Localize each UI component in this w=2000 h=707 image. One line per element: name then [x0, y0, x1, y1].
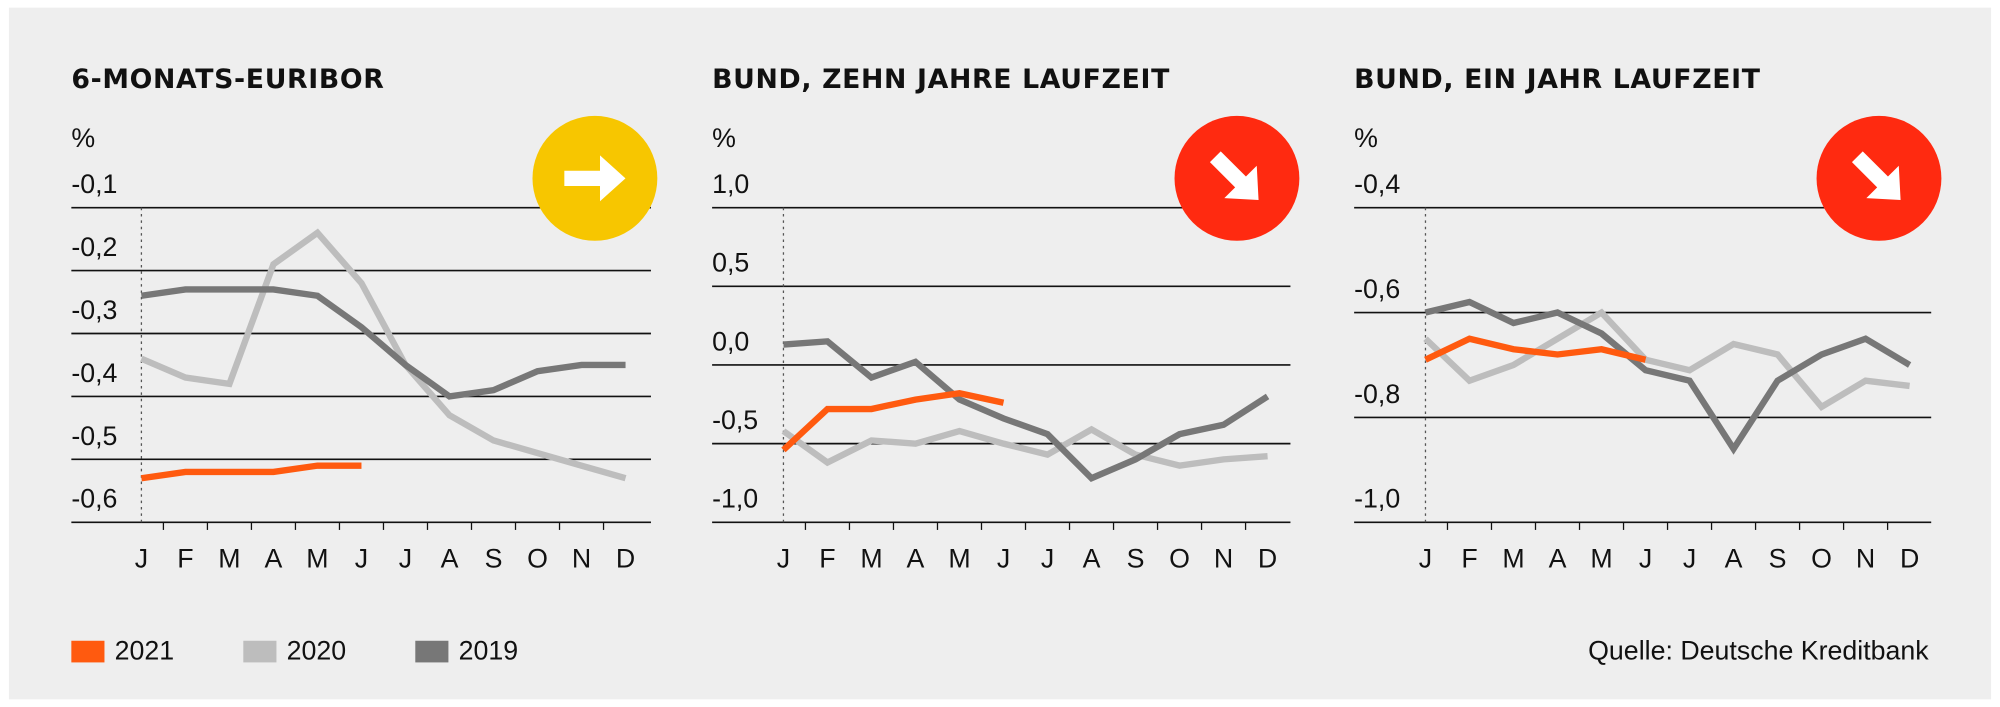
x-tick-label: J: [1419, 544, 1432, 574]
x-tick-label: M: [860, 544, 882, 574]
legend-label: 2020: [287, 635, 347, 665]
x-tick-label: J: [1041, 544, 1054, 574]
x-tick-label: D: [1900, 544, 1919, 574]
x-tick-label: J: [777, 544, 790, 574]
x-tick-label: M: [1590, 544, 1612, 574]
legend-label: 2019: [459, 635, 519, 665]
x-tick-label: S: [1127, 544, 1145, 574]
chart-title: BUND, ZEHN JAHRE LAUFZEIT: [712, 64, 1170, 95]
trend-arrow: [1851, 151, 1901, 200]
y-tick-label: -0,6: [1354, 274, 1400, 304]
y-tick-label: -0,4: [71, 358, 117, 388]
x-tick-label: J: [1639, 544, 1652, 574]
arrow-shape: [1851, 151, 1901, 200]
x-tick-label: A: [1083, 544, 1101, 574]
background: [8, 7, 1992, 700]
y-tick-label: -1,0: [1354, 484, 1400, 514]
x-tick-label: J: [135, 544, 148, 574]
x-tick-label: A: [441, 544, 459, 574]
x-tick-label: S: [485, 544, 503, 574]
trend-arrow: [564, 155, 626, 202]
series-line: [140, 462, 362, 482]
series-line: [140, 286, 626, 400]
x-tick-label: F: [1461, 544, 1477, 574]
y-tick-label: -0,5: [71, 421, 117, 451]
x-tick-label: D: [1258, 544, 1277, 574]
legend-swatch: [415, 640, 449, 663]
y-tick-label: -0,5: [712, 405, 758, 435]
chart-title: BUND, EIN JAHR LAUFZEIT: [1354, 64, 1761, 95]
chart-title: 6-MONATS-EURIBOR: [71, 64, 384, 95]
x-tick-label: S: [1769, 544, 1787, 574]
y-tick-label: 0,0: [712, 326, 749, 356]
y-tick-label: 0,5: [712, 248, 749, 278]
y-tick-label: -0,3: [71, 295, 117, 325]
x-tick-label: J: [1683, 544, 1696, 574]
arrow-shape: [1209, 151, 1259, 200]
legend-swatch: [71, 640, 105, 663]
x-tick-label: D: [616, 544, 635, 574]
y-tick-label: -0,8: [1354, 379, 1400, 409]
y-tick-label: -0,1: [71, 169, 117, 199]
x-tick-label: J: [399, 544, 412, 574]
legend-label: 2021: [115, 635, 175, 665]
series-line: [140, 228, 627, 482]
x-tick-label: F: [177, 544, 193, 574]
series-line: [1423, 308, 1910, 412]
source: Quelle: Deutsche Kreditbank: [1588, 635, 1929, 665]
x-tick-label: O: [1169, 544, 1190, 574]
y-tick-label: -1,0: [712, 484, 758, 514]
y-axis-unit: %: [71, 123, 95, 153]
legend-swatch: [243, 640, 277, 663]
y-axis-unit: %: [712, 123, 736, 153]
x-tick-label: J: [997, 544, 1010, 574]
x-tick-label: M: [1502, 544, 1524, 574]
x-tick-label: A: [907, 544, 925, 574]
y-tick-label: 1,0: [712, 169, 749, 199]
series-line: [1424, 298, 1912, 455]
trend-arrow: [1209, 151, 1259, 200]
y-tick-label: -0,4: [1354, 169, 1400, 199]
x-tick-label: N: [572, 544, 591, 574]
series-line: [1424, 335, 1647, 363]
y-tick-label: -0,6: [71, 484, 117, 514]
x-tick-label: N: [1214, 544, 1233, 574]
series-line: [781, 390, 1005, 453]
x-tick-label: M: [306, 544, 328, 574]
y-tick-label: -0,2: [71, 232, 117, 262]
x-tick-label: F: [819, 544, 835, 574]
x-tick-label: O: [527, 544, 548, 574]
x-tick-label: J: [355, 544, 368, 574]
series-line: [781, 425, 1268, 469]
arrow-shape: [564, 155, 626, 202]
x-tick-label: O: [1811, 544, 1832, 574]
x-tick-label: A: [1549, 544, 1567, 574]
x-tick-label: M: [218, 544, 240, 574]
y-axis-unit: %: [1354, 123, 1378, 153]
x-tick-label: A: [265, 544, 283, 574]
x-tick-label: N: [1856, 544, 1875, 574]
x-tick-label: A: [1725, 544, 1743, 574]
series-line: [783, 338, 1270, 483]
x-tick-label: M: [948, 544, 970, 574]
